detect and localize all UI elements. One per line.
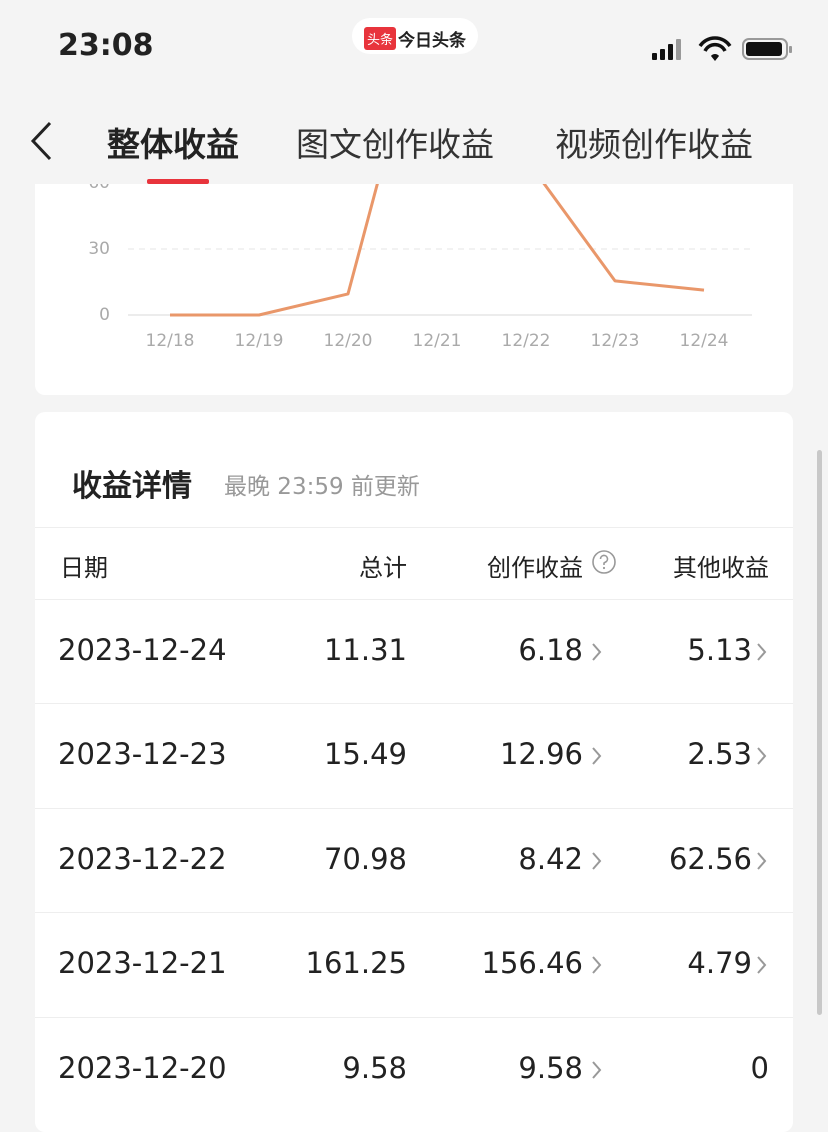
total-cell: 11.31 — [323, 633, 407, 667]
divider — [35, 1016, 793, 1018]
back-button[interactable] — [28, 120, 58, 164]
chevron-path — [592, 956, 602, 974]
tab[interactable]: 视频创作收益 — [555, 125, 753, 164]
chart-card — [35, 150, 793, 395]
y-tick-label: 0 — [99, 305, 110, 325]
chevron — [757, 643, 767, 661]
creation-cell[interactable]: 156.46 — [481, 946, 583, 981]
chevron — [757, 747, 767, 766]
x-tick-label: 12/24 — [680, 331, 729, 351]
x-tick-label: 12/22 — [502, 331, 551, 351]
divider — [35, 912, 793, 914]
total-cell: 70.98 — [323, 841, 407, 876]
details-card — [35, 412, 793, 1132]
chevron-path — [757, 852, 767, 870]
divider — [35, 703, 793, 705]
status-time: 23:08 — [58, 28, 154, 63]
chevron — [592, 956, 602, 974]
chevron-path — [757, 956, 767, 974]
chevron — [592, 852, 602, 870]
x-tick-label: 12/20 — [324, 331, 373, 351]
chevron-path — [592, 1060, 602, 1079]
y-tick-label: 30 — [88, 239, 110, 259]
x-tick-label: 12/18 — [146, 331, 195, 351]
divider — [35, 807, 793, 809]
column-header: 总计 — [359, 554, 407, 582]
date-cell: 2023-12-22 — [58, 841, 227, 876]
chevron-path — [592, 852, 602, 870]
total-cell: 9.58 — [342, 1050, 407, 1085]
other-cell[interactable]: 62.56 — [668, 841, 752, 876]
creation-cell[interactable]: 8.42 — [518, 841, 583, 876]
x-tick-label: 12/23 — [591, 331, 640, 351]
other-cell: 0 — [750, 1050, 769, 1085]
chevron-path — [592, 643, 602, 661]
date-cell: 2023-12-24 — [58, 633, 227, 667]
tab[interactable]: 图文创作收益 — [296, 125, 494, 164]
status-icons — [652, 36, 792, 61]
chevron — [592, 747, 602, 766]
app-badge: 头条 — [364, 27, 397, 50]
details-subtitle: 最晚 23:59 前更新 — [224, 474, 420, 500]
column-header: 日期 — [60, 554, 108, 582]
scrollbar — [817, 450, 822, 1015]
app-name: 今日头条 — [398, 31, 466, 51]
header: 23:08 头条 今日头条 整体收益 图文创作收益 视频创作收益 — [0, 0, 828, 184]
date-cell: 2023-12-23 — [58, 737, 227, 772]
creation-cell[interactable]: 12.96 — [499, 737, 583, 772]
creation-cell[interactable]: 6.18 — [518, 633, 583, 667]
other-cell[interactable]: 4.79 — [687, 946, 752, 981]
x-tick-label: 12/19 — [235, 331, 284, 351]
other-cell[interactable]: 2.53 — [687, 737, 752, 772]
chevron — [757, 956, 767, 974]
tab-indicator — [147, 179, 209, 184]
chevron — [757, 852, 767, 870]
other-cell[interactable]: 5.13 — [687, 633, 752, 667]
chevron — [592, 643, 602, 661]
x-tick-label: 12/21 — [413, 331, 462, 351]
help-icon[interactable] — [591, 549, 617, 575]
column-header: 创作收益 — [487, 554, 583, 582]
divider — [35, 599, 793, 600]
column-header: 其他收益 — [673, 554, 769, 582]
line-series — [170, 0, 705, 317]
chevron-path — [757, 747, 767, 766]
total-cell: 15.49 — [323, 737, 407, 772]
details-title: 收益详情 — [72, 469, 192, 504]
date-cell: 2023-12-21 — [58, 946, 227, 981]
chevron-path — [757, 643, 767, 661]
chevron-path — [592, 747, 602, 766]
chevron — [592, 1060, 602, 1079]
date-cell: 2023-12-20 — [58, 1050, 227, 1085]
creation-cell[interactable]: 9.58 — [518, 1050, 583, 1085]
divider — [35, 527, 793, 528]
total-cell: 161.25 — [305, 946, 407, 981]
tab[interactable]: 整体收益 — [107, 125, 239, 164]
